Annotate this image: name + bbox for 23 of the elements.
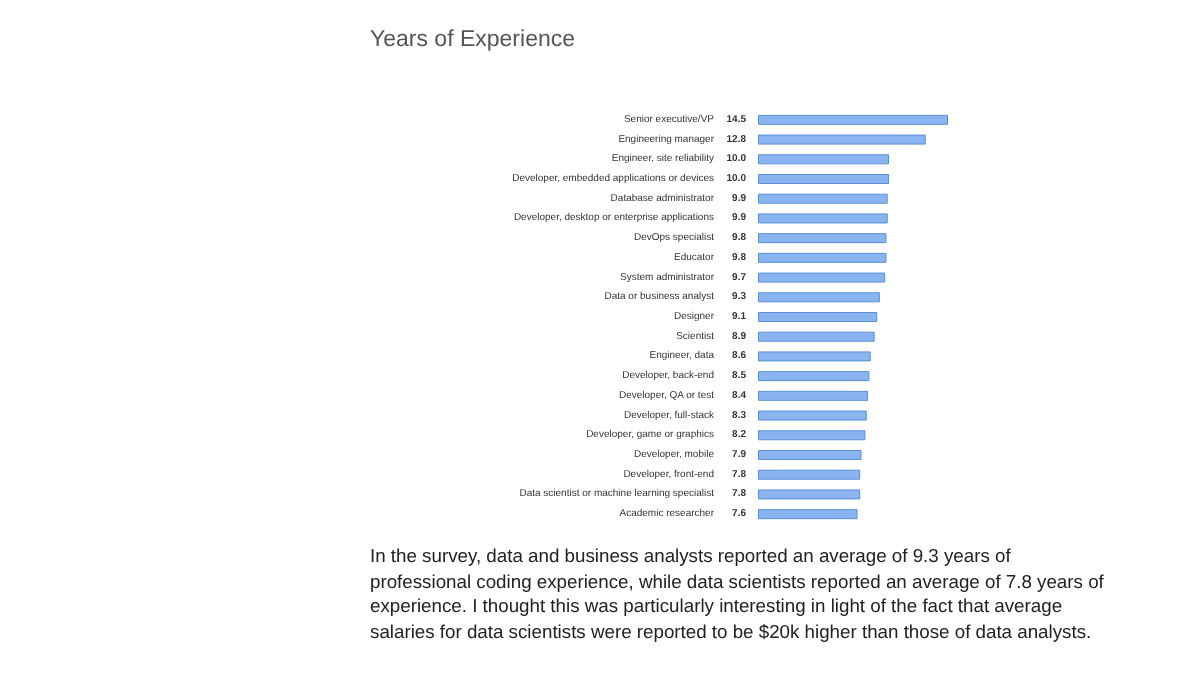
bar	[758, 469, 861, 480]
bar	[758, 331, 875, 342]
bar	[758, 213, 888, 224]
bar	[758, 410, 867, 421]
bar	[758, 312, 878, 322]
bar	[758, 351, 871, 362]
text: In the survey, data and business analysts reported an average of 9.3 years of professional coding experience, while data scientists reported an average of 7.8 years of experience. I thought this was particularly interesting in light of the fact that average salaries for data scientists were reported to be $20k higher than those of data analysts.	[370, 544, 1106, 644]
bar	[758, 292, 880, 303]
bar	[758, 430, 866, 441]
bar	[758, 272, 886, 283]
bar	[758, 390, 869, 401]
bar	[758, 252, 887, 263]
bar	[758, 193, 888, 204]
bar	[758, 174, 890, 184]
bar	[758, 450, 862, 460]
bar	[758, 489, 861, 500]
bar	[758, 509, 858, 520]
bar	[758, 233, 887, 244]
bar	[758, 114, 948, 125]
bar	[758, 154, 890, 165]
bar	[758, 134, 926, 145]
text: Years of Experience	[370, 28, 576, 52]
bar	[758, 371, 870, 382]
